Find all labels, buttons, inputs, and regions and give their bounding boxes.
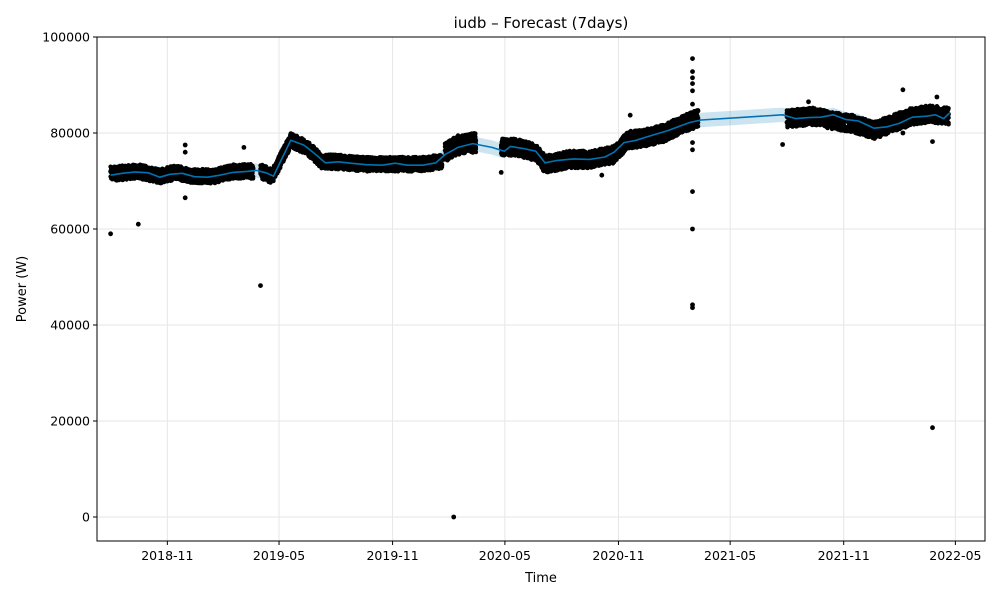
observed-point (473, 134, 478, 139)
observed-point (439, 161, 445, 167)
grid-lines (97, 36, 985, 541)
observed-point (473, 144, 479, 150)
observed-point (271, 178, 276, 184)
observed-points-layer (108, 56, 951, 520)
observed-point (250, 174, 256, 179)
chart-title: iudb – Forecast (7days) (454, 14, 629, 32)
observed-point (473, 149, 479, 155)
